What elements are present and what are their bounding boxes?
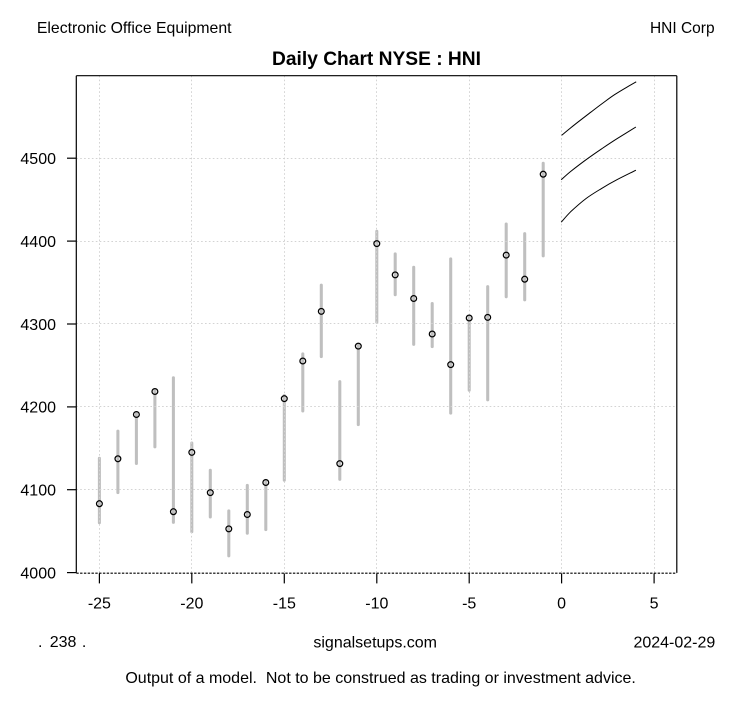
- svg-text:4400: 4400: [20, 234, 56, 251]
- svg-text:.: .: [82, 634, 86, 651]
- svg-text:4500: 4500: [20, 151, 56, 168]
- svg-text:Daily Chart NYSE : HNI: Daily Chart NYSE : HNI: [272, 49, 481, 70]
- svg-text:2024-02-29: 2024-02-29: [633, 634, 715, 651]
- svg-text:4000: 4000: [20, 565, 56, 582]
- svg-text:238: 238: [50, 634, 77, 651]
- svg-text:Output of a model. Not to be: Output of a model. Not to be construed a…: [125, 670, 636, 687]
- svg-text:4300: 4300: [20, 317, 56, 334]
- svg-text:.: .: [38, 634, 42, 651]
- svg-text:-25: -25: [88, 596, 111, 613]
- svg-text:Electronic Office Equipment: Electronic Office Equipment: [37, 20, 232, 37]
- svg-text:-10: -10: [365, 596, 388, 613]
- svg-text:HNI Corp: HNI Corp: [650, 20, 715, 37]
- svg-text:-20: -20: [180, 596, 203, 613]
- svg-text:-15: -15: [273, 596, 296, 613]
- svg-text:0: 0: [557, 596, 566, 613]
- svg-text:signalsetups.com: signalsetups.com: [313, 634, 437, 651]
- svg-text:4100: 4100: [20, 483, 56, 500]
- svg-text:-5: -5: [462, 596, 476, 613]
- svg-text:5: 5: [650, 596, 659, 613]
- svg-text:4200: 4200: [20, 400, 56, 417]
